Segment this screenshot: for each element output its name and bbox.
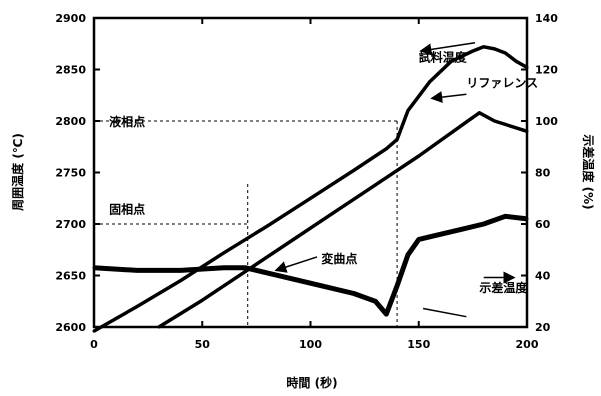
y-right-tick-label: 20	[535, 321, 551, 334]
series-point	[135, 304, 139, 308]
series-point	[525, 217, 529, 221]
y-left-tick-label: 2800	[55, 115, 86, 128]
annotation-label: 固相点	[109, 202, 145, 217]
series-point	[525, 65, 529, 69]
y-left-tick-label: 2850	[55, 64, 86, 77]
reference-lines-group	[94, 120, 398, 327]
series-point	[373, 183, 377, 187]
series-point	[503, 214, 507, 218]
arrow-inflection	[274, 256, 318, 273]
series-line	[157, 111, 528, 329]
series-point	[406, 253, 410, 257]
series-point	[309, 281, 312, 285]
x-tick-label: 150	[407, 338, 430, 351]
series-line	[93, 213, 528, 317]
series-point	[477, 111, 481, 115]
series-point	[428, 80, 432, 84]
series-point	[135, 268, 139, 272]
x-tick-label: 200	[516, 338, 539, 351]
y-right-tick-label: 100	[535, 115, 558, 128]
ticks-group: 0 50 100 150 200 2600 2650 2700 2750 2800 2850 2900…	[55, 12, 558, 351]
series-point	[222, 251, 226, 255]
series-point	[493, 119, 497, 123]
series-point	[482, 222, 486, 226]
series-point	[417, 154, 421, 158]
series-point	[482, 45, 486, 49]
annotation-label: 示差温度	[478, 280, 528, 295]
series-point	[417, 237, 421, 241]
series-point	[395, 138, 399, 142]
y-right-tick-label: 60	[535, 218, 551, 231]
y-right-tick-label: 80	[535, 167, 551, 180]
annotation-label: 変曲点	[321, 251, 357, 266]
series-point	[330, 212, 334, 216]
series-point	[503, 51, 507, 55]
series-point	[222, 266, 226, 270]
y-right-tick-label: 40	[535, 270, 551, 283]
series-point	[384, 312, 388, 316]
series-point	[493, 47, 497, 51]
series-group	[92, 45, 529, 333]
series-point	[460, 227, 464, 231]
series-point	[352, 168, 356, 172]
series-point	[384, 147, 388, 151]
annotation-label: 試料温度	[419, 49, 468, 64]
series-point	[471, 49, 475, 53]
series-point	[265, 224, 269, 228]
series-point	[244, 269, 248, 273]
y-right-tick-label: 120	[535, 64, 558, 77]
diff-tail-line	[422, 307, 467, 318]
y-left-axis-label: 周囲温度 (℃)	[10, 133, 25, 211]
y-left-tick-label: 2700	[55, 218, 86, 231]
series-point	[200, 298, 204, 302]
series-point	[352, 292, 356, 296]
y-right-tick-label: 140	[535, 12, 558, 25]
y-left-tick-label: 2650	[55, 270, 86, 283]
y-right-axis-label: 示差温度 (%)	[581, 133, 596, 209]
series-point	[525, 129, 529, 133]
series-point	[179, 268, 183, 272]
arrow-sample-temp	[419, 41, 476, 56]
series-point	[179, 279, 183, 283]
series-point	[92, 266, 96, 270]
series-line	[93, 45, 528, 333]
series-point	[406, 109, 410, 113]
x-tick-label: 100	[299, 338, 322, 351]
series-point	[157, 325, 161, 329]
x-tick-label: 0	[90, 338, 98, 351]
series-point	[92, 329, 96, 333]
series-point	[373, 299, 377, 303]
series-point	[438, 232, 442, 236]
series-point	[309, 196, 312, 200]
x-axis-label: 時間 (秒)	[286, 375, 337, 390]
x-tick-label: 50	[195, 338, 211, 351]
series-point	[244, 266, 248, 270]
y-left-tick-label: 2600	[55, 321, 86, 334]
arrow-reference	[430, 91, 467, 104]
annotation-label: 液相点	[109, 114, 145, 129]
series-point	[265, 271, 269, 275]
annotation-label: リファレンス	[466, 76, 538, 90]
series-point	[395, 284, 399, 288]
series-point	[449, 59, 453, 63]
series-point	[460, 123, 464, 127]
series-point	[287, 241, 291, 245]
y-left-tick-label: 2900	[55, 12, 86, 25]
y-left-tick-label: 2750	[55, 167, 86, 180]
series-point	[514, 59, 518, 63]
